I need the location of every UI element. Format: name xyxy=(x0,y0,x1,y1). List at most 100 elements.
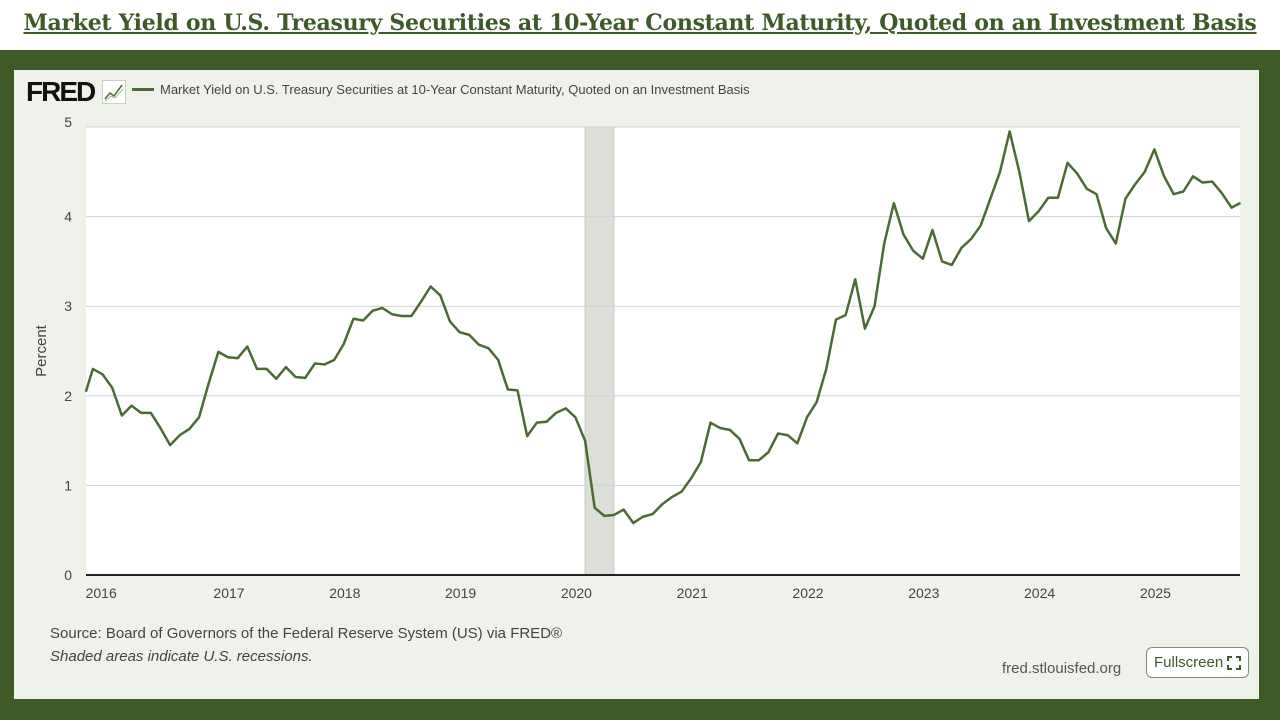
site-link[interactable]: fred.stlouisfed.org xyxy=(1002,660,1122,677)
data-point xyxy=(979,224,982,227)
plot-area xyxy=(86,127,1240,575)
data-point xyxy=(371,309,374,312)
data-point xyxy=(767,451,770,454)
data-point xyxy=(729,429,731,431)
data-point xyxy=(497,359,500,361)
data-point xyxy=(1134,183,1136,186)
data-point xyxy=(555,412,557,414)
chart-line-icon xyxy=(102,80,126,104)
data-point xyxy=(777,432,779,435)
data-point xyxy=(912,249,914,252)
data-point xyxy=(690,477,692,480)
page-title: Market Yield on U.S. Treasury Securities… xyxy=(23,10,1257,36)
data-point xyxy=(1153,148,1156,151)
chart-legend: Market Yield on U.S. Treasury Securities… xyxy=(132,82,750,97)
data-point xyxy=(700,461,702,463)
data-point xyxy=(545,420,548,423)
data-point xyxy=(188,428,191,430)
x-tick-label: 2021 xyxy=(677,585,708,601)
data-point xyxy=(256,368,258,370)
data-point xyxy=(449,320,451,323)
data-point xyxy=(622,508,625,511)
data-point xyxy=(468,334,471,336)
data-point xyxy=(121,414,123,417)
y-tick-label: 1 xyxy=(64,477,72,493)
data-point xyxy=(140,412,142,414)
data-point xyxy=(931,229,934,231)
data-point xyxy=(854,278,857,281)
data-point xyxy=(1172,193,1175,195)
x-tick-label: 2016 xyxy=(86,585,117,601)
data-point xyxy=(922,257,924,260)
data-point xyxy=(902,233,905,236)
y-tick-label: 2 xyxy=(64,388,72,404)
data-point xyxy=(400,315,403,317)
fullscreen-button[interactable]: Fullscreen xyxy=(1146,647,1250,678)
data-point xyxy=(574,416,577,419)
data-point xyxy=(304,377,307,379)
data-point xyxy=(825,368,828,370)
data-point xyxy=(130,404,133,407)
data-point xyxy=(642,515,644,518)
data-point xyxy=(85,390,87,393)
data-point xyxy=(1028,220,1030,222)
data-point xyxy=(864,327,866,330)
data-point xyxy=(1018,171,1021,173)
data-point xyxy=(1115,242,1117,245)
x-tick-label: 2024 xyxy=(1024,585,1055,601)
data-point xyxy=(806,416,808,419)
data-point xyxy=(178,434,181,437)
data-point xyxy=(333,359,335,361)
data-point xyxy=(1124,197,1127,200)
data-point xyxy=(970,238,972,240)
fred-chart-panel: FRED Market Yield on U.S. Treasury Secur… xyxy=(14,70,1259,699)
data-point xyxy=(593,507,596,509)
y-axis-title: Percent xyxy=(33,324,50,377)
data-point xyxy=(410,315,413,317)
x-tick-label: 2018 xyxy=(329,585,360,601)
data-point xyxy=(671,496,673,498)
data-point xyxy=(1163,175,1165,178)
data-point xyxy=(1095,193,1098,195)
line-chart: 0 1 2 3 4 5 2016 2017 2018 2019 2020 2021 2022 2023 20… xyxy=(33,114,1241,601)
data-point xyxy=(999,171,1001,173)
data-point xyxy=(796,442,799,445)
data-point xyxy=(1182,190,1185,193)
data-point xyxy=(536,421,538,424)
data-point xyxy=(478,343,480,346)
legend-label: Market Yield on U.S. Treasury Securities… xyxy=(160,82,750,97)
data-point xyxy=(680,490,683,493)
data-point xyxy=(246,345,249,348)
data-point xyxy=(265,368,268,370)
data-point xyxy=(613,514,615,516)
data-point xyxy=(1143,171,1146,173)
data-point xyxy=(507,388,509,391)
x-tick-label: 2022 xyxy=(792,585,823,601)
data-point xyxy=(883,242,885,245)
x-tick-label: 2025 xyxy=(1140,585,1171,601)
data-point xyxy=(487,347,490,350)
fullscreen-label: Fullscreen xyxy=(1154,654,1224,671)
recession-note: Shaded areas indicate U.S. recessions. xyxy=(50,648,313,665)
data-point xyxy=(960,247,963,249)
data-point xyxy=(719,427,721,429)
data-point xyxy=(1037,210,1040,213)
data-point xyxy=(1066,162,1069,164)
data-point xyxy=(526,435,528,437)
data-point xyxy=(1211,180,1214,183)
data-point xyxy=(893,202,895,204)
data-point xyxy=(169,444,171,446)
data-point xyxy=(651,513,654,515)
x-tick-label: 2020 xyxy=(561,585,592,601)
data-point xyxy=(584,439,586,442)
data-point xyxy=(1057,196,1059,199)
data-point xyxy=(564,407,567,410)
data-point xyxy=(661,503,664,506)
fred-logo[interactable]: FRED xyxy=(26,76,96,107)
data-point xyxy=(101,373,104,376)
data-point xyxy=(989,197,992,200)
data-point xyxy=(1201,181,1204,184)
data-point xyxy=(1047,196,1050,199)
fullscreen-icon xyxy=(1227,655,1242,670)
data-point xyxy=(748,459,750,462)
